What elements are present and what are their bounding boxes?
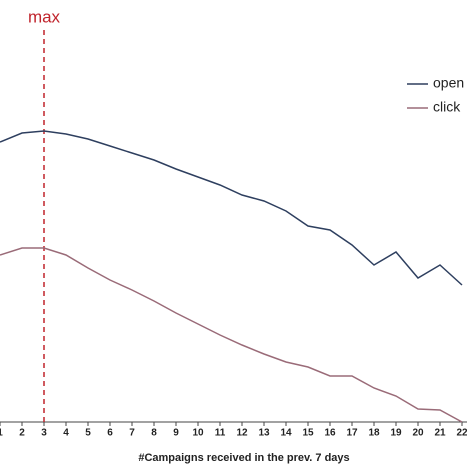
- series-line: [0, 130, 463, 286]
- x-tick-label: 14: [280, 428, 292, 439]
- x-tick-label: 16: [324, 428, 336, 439]
- x-tick-label: 8: [151, 428, 157, 439]
- x-tick-label: 10: [192, 428, 204, 439]
- x-tick-label: 15: [302, 428, 314, 439]
- x-tick-label: 6: [107, 428, 113, 439]
- legend-label: open: [433, 75, 464, 91]
- x-tick-label: 7: [129, 428, 135, 439]
- legend-label: click: [433, 99, 461, 115]
- x-axis-label: #Campaigns received in the prev. 7 days: [138, 452, 349, 464]
- x-tick-label: 5: [85, 428, 91, 439]
- x-tick-label: 18: [368, 428, 380, 439]
- x-tick-label: 1: [0, 428, 3, 439]
- x-tick-label: 12: [236, 428, 248, 439]
- x-tick-label: 3: [41, 428, 47, 439]
- x-tick-label: 21: [434, 428, 446, 439]
- x-tick-label: 20: [412, 428, 424, 439]
- x-tick-label: 17: [346, 428, 358, 439]
- x-tick-label: 11: [215, 428, 226, 439]
- x-tick-label: 4: [63, 428, 69, 439]
- series-line: [0, 247, 463, 423]
- annotation-label: max: [28, 7, 61, 26]
- x-tick-label: 13: [258, 428, 270, 439]
- x-tick-label: 2: [19, 428, 25, 439]
- x-tick-label: 19: [390, 428, 402, 439]
- x-tick-label: 22: [456, 428, 467, 439]
- x-tick-label: 9: [173, 428, 179, 439]
